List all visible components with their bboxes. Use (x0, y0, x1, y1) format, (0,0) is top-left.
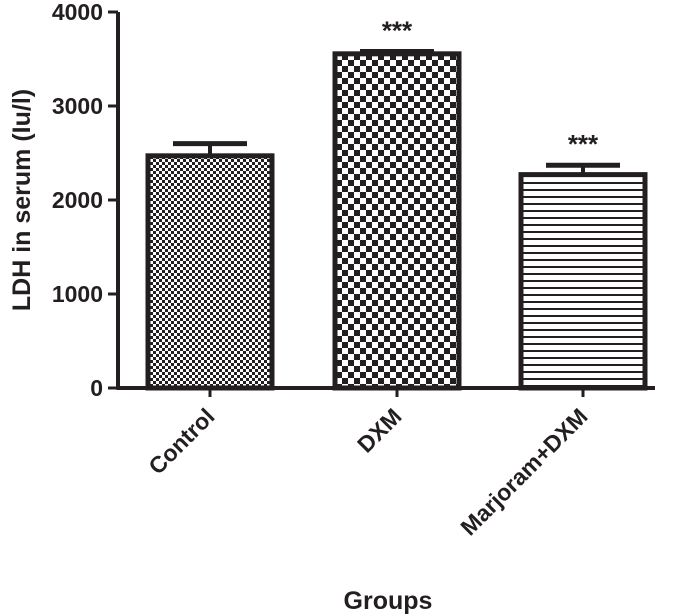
x-tick-label: DXM (352, 403, 407, 458)
x-axis-title: Groups (344, 587, 433, 615)
y-tick-label: 3000 (52, 93, 103, 119)
y-tick-label: 1000 (52, 281, 103, 307)
significance-label: *** (382, 15, 413, 45)
y-axis-title: LDH in serum (Iu/l) (8, 89, 36, 311)
x-tick-label: Control (143, 403, 219, 479)
y-tick-label: 2000 (52, 187, 103, 213)
bar-control (145, 153, 275, 391)
bar-dxm (332, 51, 462, 391)
significance-label: *** (568, 129, 599, 159)
y-tick-label: 0 (90, 375, 103, 401)
bar-marjoram-dxm (518, 172, 648, 391)
y-tick-label: 4000 (52, 0, 103, 25)
x-tick-label: Marjoram+DXM (455, 403, 592, 540)
